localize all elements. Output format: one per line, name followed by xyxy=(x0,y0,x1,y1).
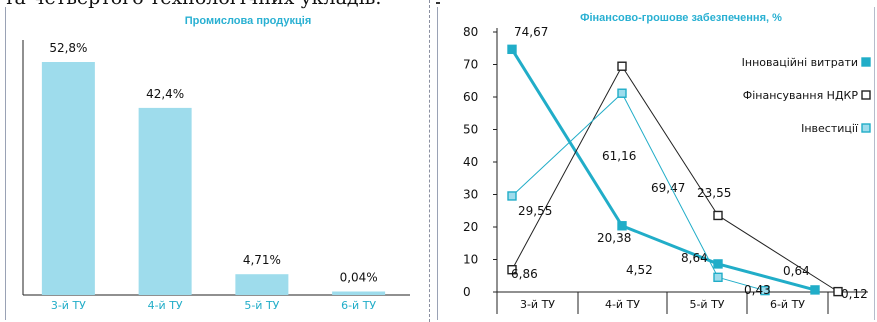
y-tick-label-80: 80 xyxy=(463,25,478,39)
x-category-label-1: 3-й ТУ xyxy=(520,298,555,311)
data-label-investments-1: 29,55 xyxy=(518,204,552,218)
point-innovation-costs-1 xyxy=(507,44,517,55)
y-tick-label-20: 20 xyxy=(463,220,478,234)
data-label-investments-3: 4,52 xyxy=(626,263,653,277)
panel-divider xyxy=(429,0,431,322)
y-tick-label-10: 10 xyxy=(463,253,478,267)
y-tick-label-40: 40 xyxy=(463,155,478,169)
series-line-innovation-costs xyxy=(510,48,816,292)
x-category-label-2: 4-й ТУ xyxy=(605,298,640,311)
y-tick-label-30: 30 xyxy=(463,188,478,202)
data-label-innovation-costs-2: 20,38 xyxy=(597,231,631,245)
data-label-rnd-funding-1: 6,86 xyxy=(511,267,538,281)
legend-label-rnd-funding: Фінансування НДКР xyxy=(743,89,859,102)
data-label-rnd-funding-4: 0,12 xyxy=(841,287,868,301)
x-category-label-3: 5-й ТУ xyxy=(689,298,724,311)
legend-label-investments: Інвестиції xyxy=(801,122,859,135)
point-rnd-funding-4 xyxy=(833,286,843,297)
data-label-rnd-funding-3: 23,55 xyxy=(697,186,731,200)
point-rnd-funding-1 xyxy=(507,265,517,275)
point-rnd-funding-2 xyxy=(617,61,627,71)
x-category-label-4: 6-й ТУ xyxy=(770,298,805,311)
left-panel-frame xyxy=(5,7,426,320)
legend-marker-rnd-funding xyxy=(861,90,871,100)
series-line-investments xyxy=(511,92,766,292)
data-label-innovation-costs-4: 0,64 xyxy=(783,264,810,278)
bar-2 xyxy=(138,107,192,295)
point-innovation-costs-3 xyxy=(713,259,723,269)
point-rnd-funding-3 xyxy=(713,210,723,221)
data-label-investments-2: 61,16 xyxy=(602,149,636,163)
legend-marker-innovation-costs xyxy=(861,57,871,67)
point-investments-4 xyxy=(760,285,770,296)
point-innovation-costs-4 xyxy=(810,285,820,295)
legend-label-innovation-costs: Інноваційні витрати xyxy=(742,56,858,69)
y-tick-label-60: 60 xyxy=(463,90,478,104)
bar-value-label-3: 4,71% xyxy=(243,253,281,267)
dash-mark xyxy=(436,2,440,4)
bar-3 xyxy=(235,274,289,295)
data-label-innovation-costs-1: 74,67 xyxy=(514,25,548,39)
page-text-fragment: та четвертого технологічних укладів. xyxy=(4,0,381,9)
point-innovation-costs-2 xyxy=(617,221,627,231)
bar-value-label-2: 42,4% xyxy=(146,87,184,101)
data-label-rnd-funding-2: 69,47 xyxy=(651,181,685,195)
industrial-output-bar-chart: Промислова продукція 52,8% 3-й ТУ 42,4% 4-й … xyxy=(22,15,410,312)
point-investments-3 xyxy=(713,272,723,283)
data-label-investments-4: 0,43 xyxy=(744,283,771,297)
legend-marker-investments xyxy=(861,123,871,133)
point-investments-1 xyxy=(507,191,517,201)
bar-category-label-1: 3-й ТУ xyxy=(51,299,86,312)
bar-category-label-3: 5-й ТУ xyxy=(244,299,279,312)
bar-chart-title: Промислова продукція xyxy=(185,15,311,27)
y-tick-label-50: 50 xyxy=(463,123,478,137)
point-investments-2 xyxy=(617,88,627,98)
bar-category-label-4: 6-й ТУ xyxy=(341,299,376,312)
bar-category-label-2: 4-й ТУ xyxy=(148,299,183,312)
series-line-rnd-funding xyxy=(511,65,839,293)
bar-value-label-1: 52,8% xyxy=(49,41,87,55)
bar-1 xyxy=(41,62,95,295)
bar-4 xyxy=(332,291,386,295)
y-tick-label-0: 0 xyxy=(463,285,471,299)
y-tick-label-70: 70 xyxy=(463,58,478,72)
data-label-innovation-costs-3: 8,64 xyxy=(681,251,708,265)
bar-value-label-4: 0,04% xyxy=(340,271,378,285)
line-chart-title: Фінансово-грошове забезпечення, % xyxy=(580,12,782,24)
right-panel-frame xyxy=(437,7,875,320)
